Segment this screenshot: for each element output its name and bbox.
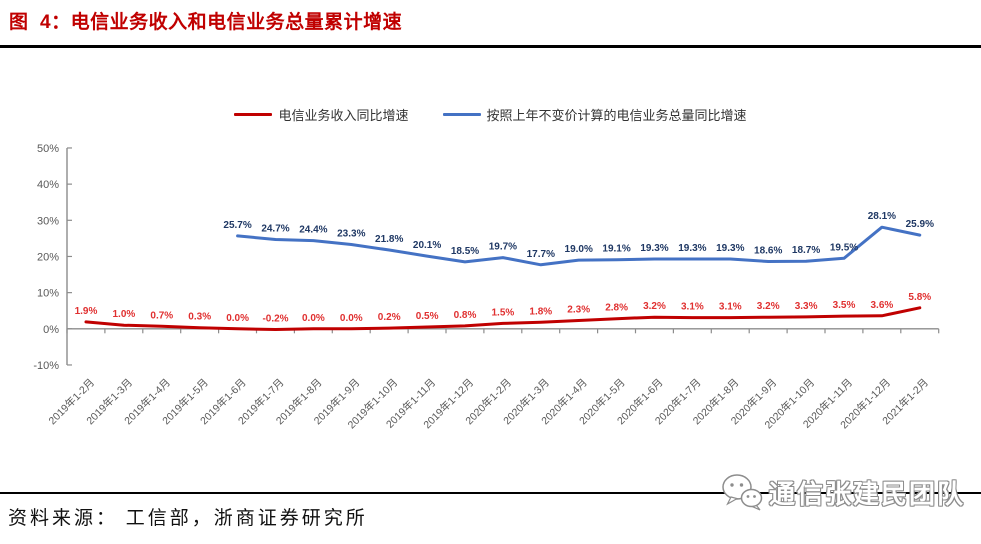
source-text: 资料来源： 工信部，浙商证券研究所 — [8, 508, 368, 529]
title-divider — [0, 45, 981, 48]
legend-item-revenue: 电信业务收入同比增速 — [234, 105, 409, 124]
data-label: 0.5% — [416, 311, 439, 322]
y-tick-label: 20% — [37, 251, 59, 263]
data-label: 3.1% — [681, 302, 704, 313]
figure-title: 图 4：电信业务收入和电信业务总量累计增速 — [9, 12, 403, 33]
data-label: 3.6% — [871, 300, 894, 311]
data-label: 19.3% — [678, 243, 706, 254]
watermark: 通信张建民团队 — [720, 472, 965, 512]
legend-line-sample-blue — [442, 113, 481, 116]
footer-divider — [0, 492, 981, 494]
data-label: 18.5% — [451, 246, 479, 257]
data-label: 5.8% — [908, 292, 931, 303]
data-label: 17.7% — [527, 249, 555, 260]
data-label: 25.7% — [223, 220, 251, 231]
data-label: 3.2% — [757, 301, 780, 312]
data-label: 1.9% — [75, 306, 98, 317]
y-tick-label: 0% — [43, 324, 59, 336]
legend-label-volume: 按照上年不变价计算的电信业务总量同比增速 — [486, 108, 747, 123]
legend-line-sample-red — [234, 113, 273, 116]
y-tick-label: -10% — [33, 360, 59, 372]
data-label: 3.5% — [833, 300, 856, 311]
data-label: 19.3% — [640, 243, 668, 254]
data-label: 0.0% — [226, 313, 249, 324]
data-label: 20.1% — [413, 240, 441, 251]
data-label: 19.0% — [565, 244, 593, 255]
data-label: 23.3% — [337, 229, 365, 240]
data-label: 24.4% — [299, 225, 327, 236]
y-tick-label: 10% — [37, 288, 59, 300]
data-label: 0.3% — [188, 312, 211, 323]
line-chart: 50%40%30%20%10%0%-10%2019年1-2月2019年1-3月2… — [33, 143, 940, 431]
data-label: 0.0% — [340, 313, 363, 324]
data-label: 24.7% — [261, 223, 289, 234]
data-label: 0.0% — [302, 313, 325, 324]
legend-label-revenue: 电信业务收入同比增速 — [278, 108, 409, 123]
data-label: 0.7% — [150, 310, 173, 321]
data-label: 2.3% — [567, 304, 590, 315]
data-label: 3.3% — [795, 301, 818, 312]
data-label: 19.5% — [830, 242, 858, 253]
wechat-icon — [722, 474, 763, 511]
data-label: 18.6% — [754, 246, 782, 257]
data-label: -0.2% — [262, 314, 288, 325]
data-label: 0.2% — [378, 312, 401, 323]
data-label: 19.7% — [489, 242, 517, 253]
watermark-text: 通信张建民团队 — [768, 478, 965, 509]
data-label: 19.1% — [602, 244, 630, 255]
data-label: 0.8% — [454, 310, 477, 321]
series-line — [84, 306, 922, 331]
data-label: 25.9% — [906, 219, 934, 230]
y-tick-label: 30% — [37, 215, 59, 227]
y-tick-label: 50% — [37, 143, 59, 155]
data-label: 21.8% — [375, 234, 403, 245]
data-label: 28.1% — [868, 211, 896, 222]
data-label: 19.3% — [716, 243, 744, 254]
data-label: 3.1% — [719, 302, 742, 313]
legend-item-volume: 按照上年不变价计算的电信业务总量同比增速 — [442, 105, 747, 124]
data-label: 1.8% — [529, 306, 552, 317]
chart-legend: 电信业务收入同比增速 按照上年不变价计算的电信业务总量同比增速 — [0, 105, 981, 124]
data-label: 1.5% — [492, 307, 515, 318]
data-label: 18.7% — [792, 245, 820, 256]
data-label: 3.2% — [643, 301, 666, 312]
data-label: 2.8% — [605, 303, 628, 314]
series-line — [236, 225, 922, 267]
data-label: 1.0% — [113, 309, 136, 320]
y-tick-label: 40% — [37, 179, 59, 191]
